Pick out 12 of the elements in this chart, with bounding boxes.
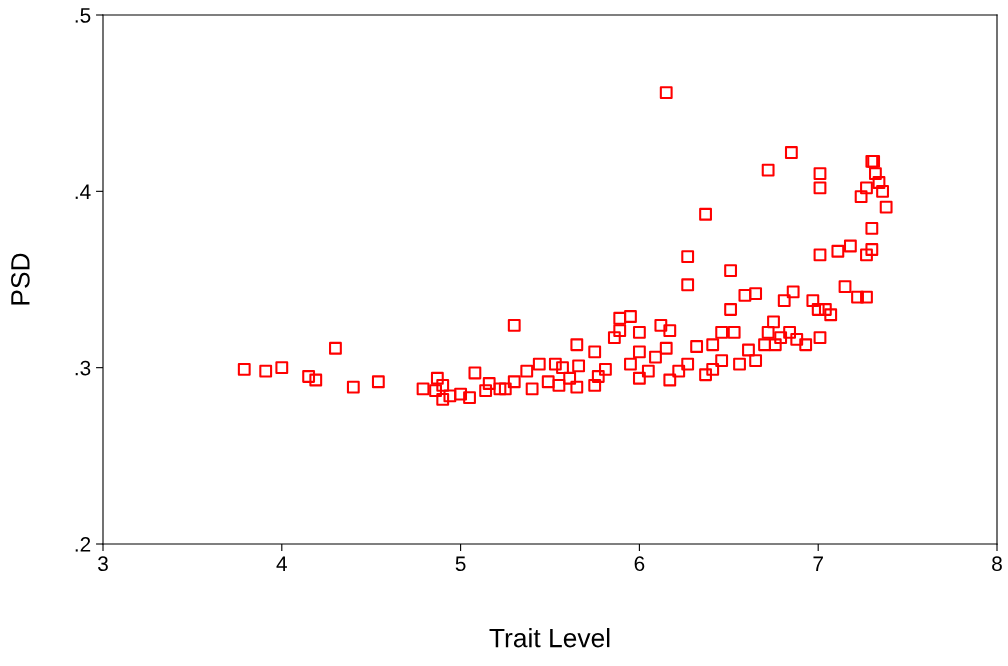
x-tick-label: 3 — [98, 556, 108, 572]
x-tick-label: 5 — [455, 556, 466, 572]
y-axis-title: PSD — [11, 253, 30, 305]
x-axis-title: Trait Level — [489, 628, 610, 648]
y-tick-label: .4 — [75, 184, 91, 199]
y-tick-label: .5 — [75, 8, 91, 23]
x-tick-label: 8 — [992, 556, 1002, 572]
y-tick-label: .3 — [75, 360, 91, 376]
x-tick-label: 7 — [813, 556, 823, 571]
x-tick-label: 6 — [634, 556, 645, 572]
y-tick-label: .2 — [75, 537, 91, 552]
x-tick-label: 4 — [276, 556, 287, 571]
